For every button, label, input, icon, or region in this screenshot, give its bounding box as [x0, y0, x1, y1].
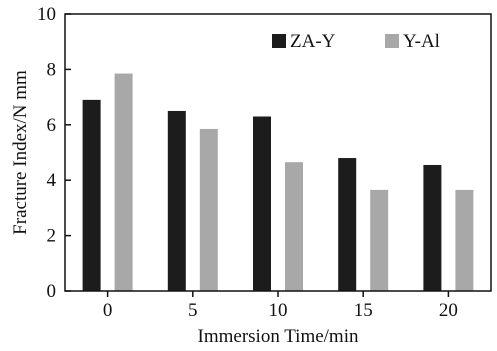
bar-za-y-15	[338, 158, 357, 291]
legend-label: ZA-Y	[290, 31, 336, 52]
y-tick-label: 6	[47, 115, 57, 136]
x-tick-label: 20	[439, 300, 458, 321]
legend-label: Y-Al	[403, 31, 440, 52]
bar-za-y-5	[167, 110, 186, 291]
y-tick-label: 10	[37, 4, 56, 25]
legend-swatch-y-al	[385, 34, 399, 48]
bar-za-y-10	[253, 116, 271, 292]
y-tick-label: 0	[47, 281, 57, 302]
x-tick-label: 0	[103, 300, 113, 321]
bar-za-y-0	[82, 99, 101, 292]
x-tick-label: 15	[354, 300, 373, 321]
bar-y-al-20	[455, 189, 474, 291]
y-tick-label: 8	[47, 59, 57, 80]
x-axis-title: Immersion Time/min	[198, 326, 359, 347]
x-tick-label: 10	[269, 300, 288, 321]
plot-area-frame	[64, 13, 492, 292]
bar-y-al-10	[285, 162, 303, 291]
bar-y-al-15	[370, 189, 389, 291]
x-axis-ticks: 0 5 10 15 20	[103, 291, 458, 321]
legend: ZA-Y Y-Al	[272, 31, 440, 52]
y-tick-label: 4	[47, 170, 57, 191]
bar-za-y-20	[423, 164, 442, 291]
legend-swatch-za-y	[272, 34, 286, 48]
y-tick-label: 2	[47, 226, 57, 247]
y-axis-title: Fracture Index/N mm	[10, 70, 31, 235]
x-tick-label: 5	[188, 300, 198, 321]
y-axis-ticks: 0 2 4 6 8 10	[37, 4, 71, 302]
bars-group	[82, 73, 474, 292]
bar-y-al-0	[114, 73, 133, 292]
bar-y-al-5	[199, 128, 218, 291]
